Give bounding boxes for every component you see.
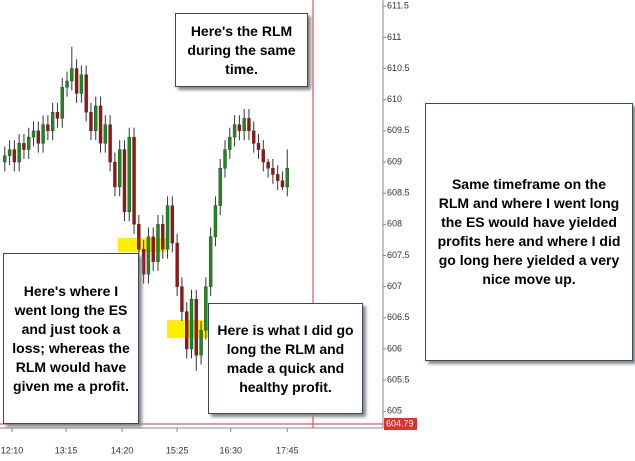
candle-body: [113, 161, 117, 188]
candle-body: [137, 224, 141, 250]
candle-body: [165, 205, 170, 250]
candle-body: [156, 224, 160, 262]
candle-body: [208, 236, 213, 287]
candle-body: [141, 249, 146, 275]
candle-body: [237, 124, 242, 132]
candle-body: [199, 330, 203, 356]
candle-body: [252, 130, 256, 144]
candle-body: [84, 74, 88, 113]
candle-body: [108, 124, 112, 163]
y-tick-label: 605: [387, 406, 402, 416]
candle-body: [74, 68, 79, 94]
candle-body: [65, 80, 69, 88]
candle-body: [17, 143, 21, 163]
candle-body: [275, 174, 280, 181]
y-tick-label: 607: [387, 281, 402, 291]
x-tick-label: 15:25: [166, 445, 189, 455]
candle-body: [242, 118, 246, 132]
candle-body: [213, 205, 218, 238]
candle-body: [46, 124, 50, 132]
y-tick-label: 605.5: [387, 375, 410, 385]
candle-body: [103, 124, 108, 144]
candle-body: [161, 224, 165, 250]
candle-body: [122, 149, 127, 213]
x-tick-label: 14:20: [111, 445, 134, 455]
candle-body: [194, 298, 198, 356]
y-tick-label: 611.5: [387, 1, 409, 11]
candle-body: [175, 242, 179, 287]
annotation: Same timeframe on the RLM and where I we…: [425, 103, 633, 361]
candle-body: [22, 143, 26, 150]
candle-body: [79, 74, 84, 94]
y-tick-label: 608.5: [387, 188, 410, 198]
candle-body: [151, 236, 155, 262]
candle-body: [3, 155, 7, 163]
y-tick-label: 608: [387, 219, 402, 229]
candle-body: [55, 111, 60, 119]
x-tick-label: 17:45: [276, 445, 299, 455]
candle-body: [12, 149, 17, 163]
candle-body: [223, 149, 227, 169]
candle-body: [127, 136, 131, 213]
candle-body: [98, 105, 103, 144]
y-tick-label: 610: [387, 94, 402, 104]
candle-body: [285, 168, 289, 188]
candle-body: [132, 136, 136, 225]
y-tick-label: 610.5: [387, 63, 410, 73]
candle-body: [31, 130, 36, 138]
candle-body: [228, 136, 232, 150]
y-tick-label: 611: [387, 32, 401, 42]
candle-body: [261, 149, 266, 163]
candle-body: [266, 161, 270, 169]
candle-body: [27, 136, 31, 150]
candle-body: [70, 68, 74, 82]
candle-body: [170, 205, 175, 244]
candle-body: [247, 118, 251, 132]
candle-body: [94, 105, 98, 132]
candle-body: [117, 149, 122, 188]
candle-body: [180, 286, 184, 312]
candle-body: [89, 111, 93, 132]
annotation: Here's where I went long the ES and just…: [3, 253, 139, 424]
x-tick-label: 16:30: [219, 445, 242, 455]
candle-body: [146, 236, 151, 275]
candle-body: [189, 298, 194, 350]
candle-body: [60, 87, 64, 119]
candle-body: [185, 311, 189, 350]
candle-body: [218, 168, 222, 206]
candle-body: [204, 286, 208, 331]
x-tick-label: 12:10: [1, 445, 24, 455]
candle-body: [50, 111, 55, 132]
y-tick-label: 609: [387, 156, 402, 166]
candle-body: [7, 149, 12, 156]
y-tick-label: 606: [387, 343, 402, 353]
y-tick-label: 607.5: [387, 250, 410, 260]
candle-body: [256, 143, 261, 150]
annotation: Here's the RLM during the same time.: [175, 13, 308, 87]
last-price-label: 604.79: [386, 418, 414, 428]
y-tick-label: 606.5: [387, 312, 410, 322]
candle-body: [41, 124, 45, 144]
annotation: Here is what I did go long the RLM and m…: [208, 303, 363, 414]
y-tick-label: 609.5: [387, 125, 410, 135]
last-price-tag: [384, 418, 417, 430]
candle-body: [232, 124, 237, 138]
candle-body: [271, 168, 275, 175]
x-tick-label: 13:15: [55, 445, 78, 455]
candle-body: [280, 180, 285, 188]
candle-body: [36, 130, 40, 144]
